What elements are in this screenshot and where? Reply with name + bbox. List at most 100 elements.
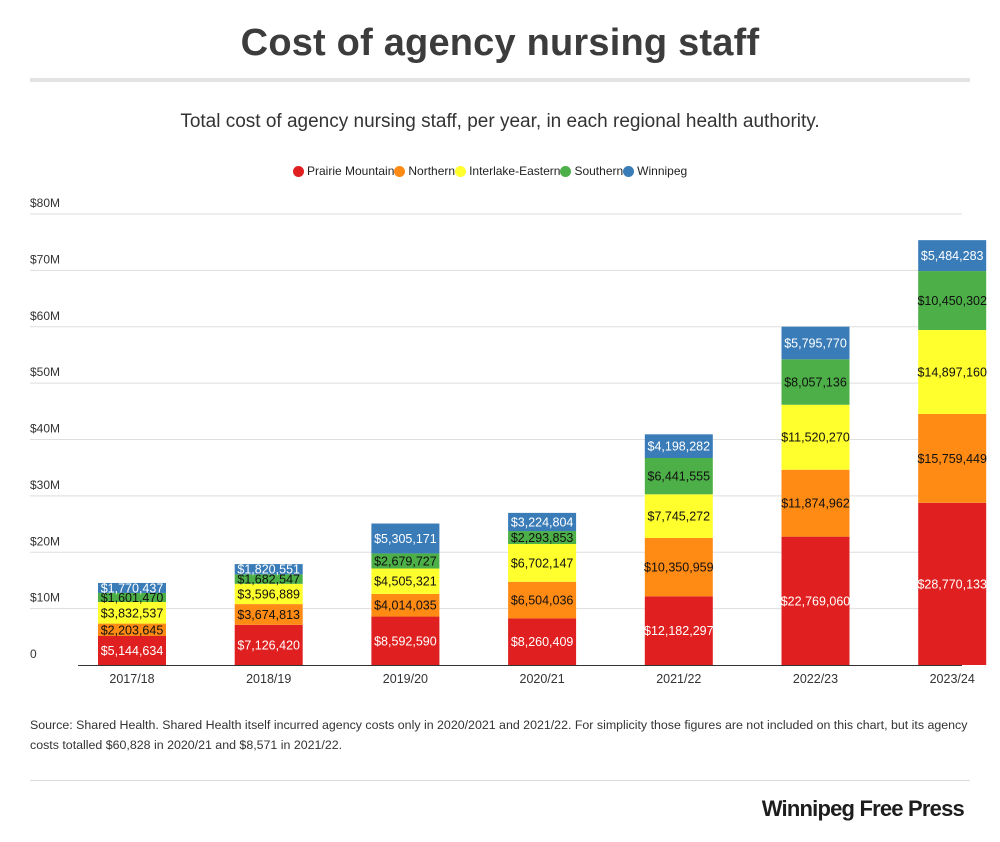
legend-label-prairie-mountain: Prairie Mountain bbox=[307, 164, 395, 178]
title-divider bbox=[30, 78, 970, 82]
legend-label-winnipeg: Winnipeg bbox=[637, 164, 688, 178]
x-tick-label: 2021/22 bbox=[656, 672, 701, 686]
footer-divider bbox=[30, 780, 970, 781]
x-tick-label: 2023/24 bbox=[930, 672, 975, 686]
data-label: $7,126,420 bbox=[237, 638, 300, 652]
data-label: $11,874,962 bbox=[781, 497, 850, 511]
data-label: $2,679,727 bbox=[374, 554, 437, 568]
legend-label-southern: Southern bbox=[574, 164, 624, 178]
legend-item-southern: Southern bbox=[560, 164, 623, 178]
data-label: $22,769,060 bbox=[781, 594, 851, 608]
bar-segment bbox=[98, 582, 166, 593]
bar-segment bbox=[98, 601, 166, 624]
bar-segment bbox=[508, 581, 577, 619]
data-label: $15,759,449 bbox=[917, 452, 987, 466]
data-label: $4,505,321 bbox=[374, 575, 437, 589]
bar-segment bbox=[644, 596, 713, 665]
data-label: $3,596,889 bbox=[237, 587, 300, 601]
y-tick-label: $20M bbox=[30, 534, 60, 548]
data-label: $2,293,853 bbox=[511, 531, 574, 545]
bar-segment bbox=[234, 624, 303, 665]
y-tick-label: $30M bbox=[30, 478, 60, 492]
y-tick-label: $70M bbox=[30, 252, 60, 266]
bar-segment bbox=[371, 553, 440, 569]
data-label: $12,182,297 bbox=[644, 624, 714, 638]
data-label: $6,441,555 bbox=[648, 470, 711, 484]
bar-segment bbox=[918, 271, 987, 330]
data-label: $28,770,133 bbox=[917, 577, 987, 591]
legend-swatch-southern bbox=[560, 165, 572, 177]
bar-segment bbox=[508, 512, 577, 532]
data-label: $2,203,645 bbox=[101, 623, 164, 637]
chart-title: Cost of agency nursing staff bbox=[240, 22, 760, 64]
x-tick-label: 2022/23 bbox=[793, 672, 838, 686]
bar-segment bbox=[234, 604, 303, 625]
stacked-bar-chart: 0 $10M $20M $30M $40M $50M $60M $70M $80M $5,144,… bbox=[30, 196, 987, 686]
bar-segment bbox=[781, 469, 850, 537]
data-label: $8,592,590 bbox=[374, 634, 437, 648]
bar-segment bbox=[644, 494, 713, 538]
bar-segment bbox=[918, 329, 987, 414]
data-label: $3,224,804 bbox=[511, 515, 574, 529]
bar-segment bbox=[644, 537, 713, 597]
bar-segment bbox=[508, 531, 577, 544]
bar-segment bbox=[234, 574, 303, 584]
bar-segment bbox=[371, 593, 440, 617]
bar-segment bbox=[508, 618, 577, 665]
data-label: $5,484,283 bbox=[921, 249, 984, 263]
legend-item-interlake-eastern: Interlake-Eastern bbox=[455, 164, 560, 178]
legend-swatch-winnipeg bbox=[623, 165, 635, 177]
data-label: $3,832,537 bbox=[101, 606, 164, 620]
legend-label-interlake-eastern: Interlake-Eastern bbox=[469, 164, 561, 178]
bar-segment bbox=[781, 326, 850, 360]
x-tick-label: 2017/18 bbox=[109, 672, 154, 686]
data-label: $10,350,959 bbox=[644, 561, 714, 575]
data-label: $5,795,770 bbox=[784, 336, 847, 350]
bar-segment bbox=[918, 502, 987, 665]
legend: Prairie Mountain Northern Interlake-East… bbox=[293, 164, 687, 178]
y-tick-label: $50M bbox=[30, 365, 60, 379]
data-label: $6,702,147 bbox=[511, 556, 574, 570]
source-note: Source: Shared Health. Shared Health its… bbox=[30, 718, 968, 752]
data-label: $6,504,036 bbox=[511, 594, 574, 608]
legend-swatch-northern bbox=[394, 165, 406, 177]
x-tick-label: 2020/21 bbox=[520, 672, 565, 686]
bar-segment bbox=[781, 359, 850, 405]
bar-segment bbox=[918, 413, 987, 503]
bar-segment bbox=[234, 583, 303, 605]
bar-segment bbox=[371, 568, 440, 594]
legend-label-northern: Northern bbox=[408, 164, 456, 178]
data-label: $1,820,551 bbox=[237, 563, 300, 577]
y-tick-label: $60M bbox=[30, 309, 60, 323]
bar-segment bbox=[644, 434, 713, 458]
data-label: $4,198,282 bbox=[648, 440, 711, 454]
bar-segment bbox=[781, 404, 850, 470]
y-tick-label: $80M bbox=[30, 196, 60, 210]
data-label: $1,770,437 bbox=[101, 581, 164, 595]
data-label: $1,601,470 bbox=[101, 591, 164, 605]
bar-segment bbox=[918, 240, 987, 272]
legend-item-northern: Northern bbox=[394, 164, 455, 178]
bar-segment bbox=[371, 523, 440, 554]
data-label: $8,057,136 bbox=[784, 376, 847, 390]
bar-segment bbox=[234, 564, 303, 575]
data-label: $7,745,272 bbox=[648, 510, 711, 524]
y-tick-label: 0 bbox=[30, 647, 37, 661]
data-label: $11,520,270 bbox=[781, 431, 850, 445]
publisher-logo: Winnipeg Free Press bbox=[761, 796, 965, 821]
legend-item-prairie-mountain: Prairie Mountain bbox=[293, 164, 394, 178]
y-tick-label: $10M bbox=[30, 591, 60, 605]
x-tick-label: 2018/19 bbox=[246, 672, 291, 686]
bar-segment bbox=[98, 623, 166, 636]
data-label: $5,305,171 bbox=[374, 532, 437, 546]
data-label: $4,014,035 bbox=[374, 599, 437, 613]
bar-segment bbox=[781, 536, 850, 665]
data-label: $1,682,547 bbox=[237, 573, 300, 587]
data-label: $5,144,634 bbox=[101, 644, 164, 658]
data-label: $14,897,160 bbox=[917, 365, 987, 379]
data-label: $3,674,813 bbox=[237, 608, 300, 622]
legend-swatch-interlake-eastern bbox=[455, 165, 467, 177]
chart-subtitle: Total cost of agency nursing staff, per … bbox=[180, 111, 820, 132]
data-label: $10,450,302 bbox=[917, 294, 987, 308]
bar-segment bbox=[508, 543, 577, 582]
